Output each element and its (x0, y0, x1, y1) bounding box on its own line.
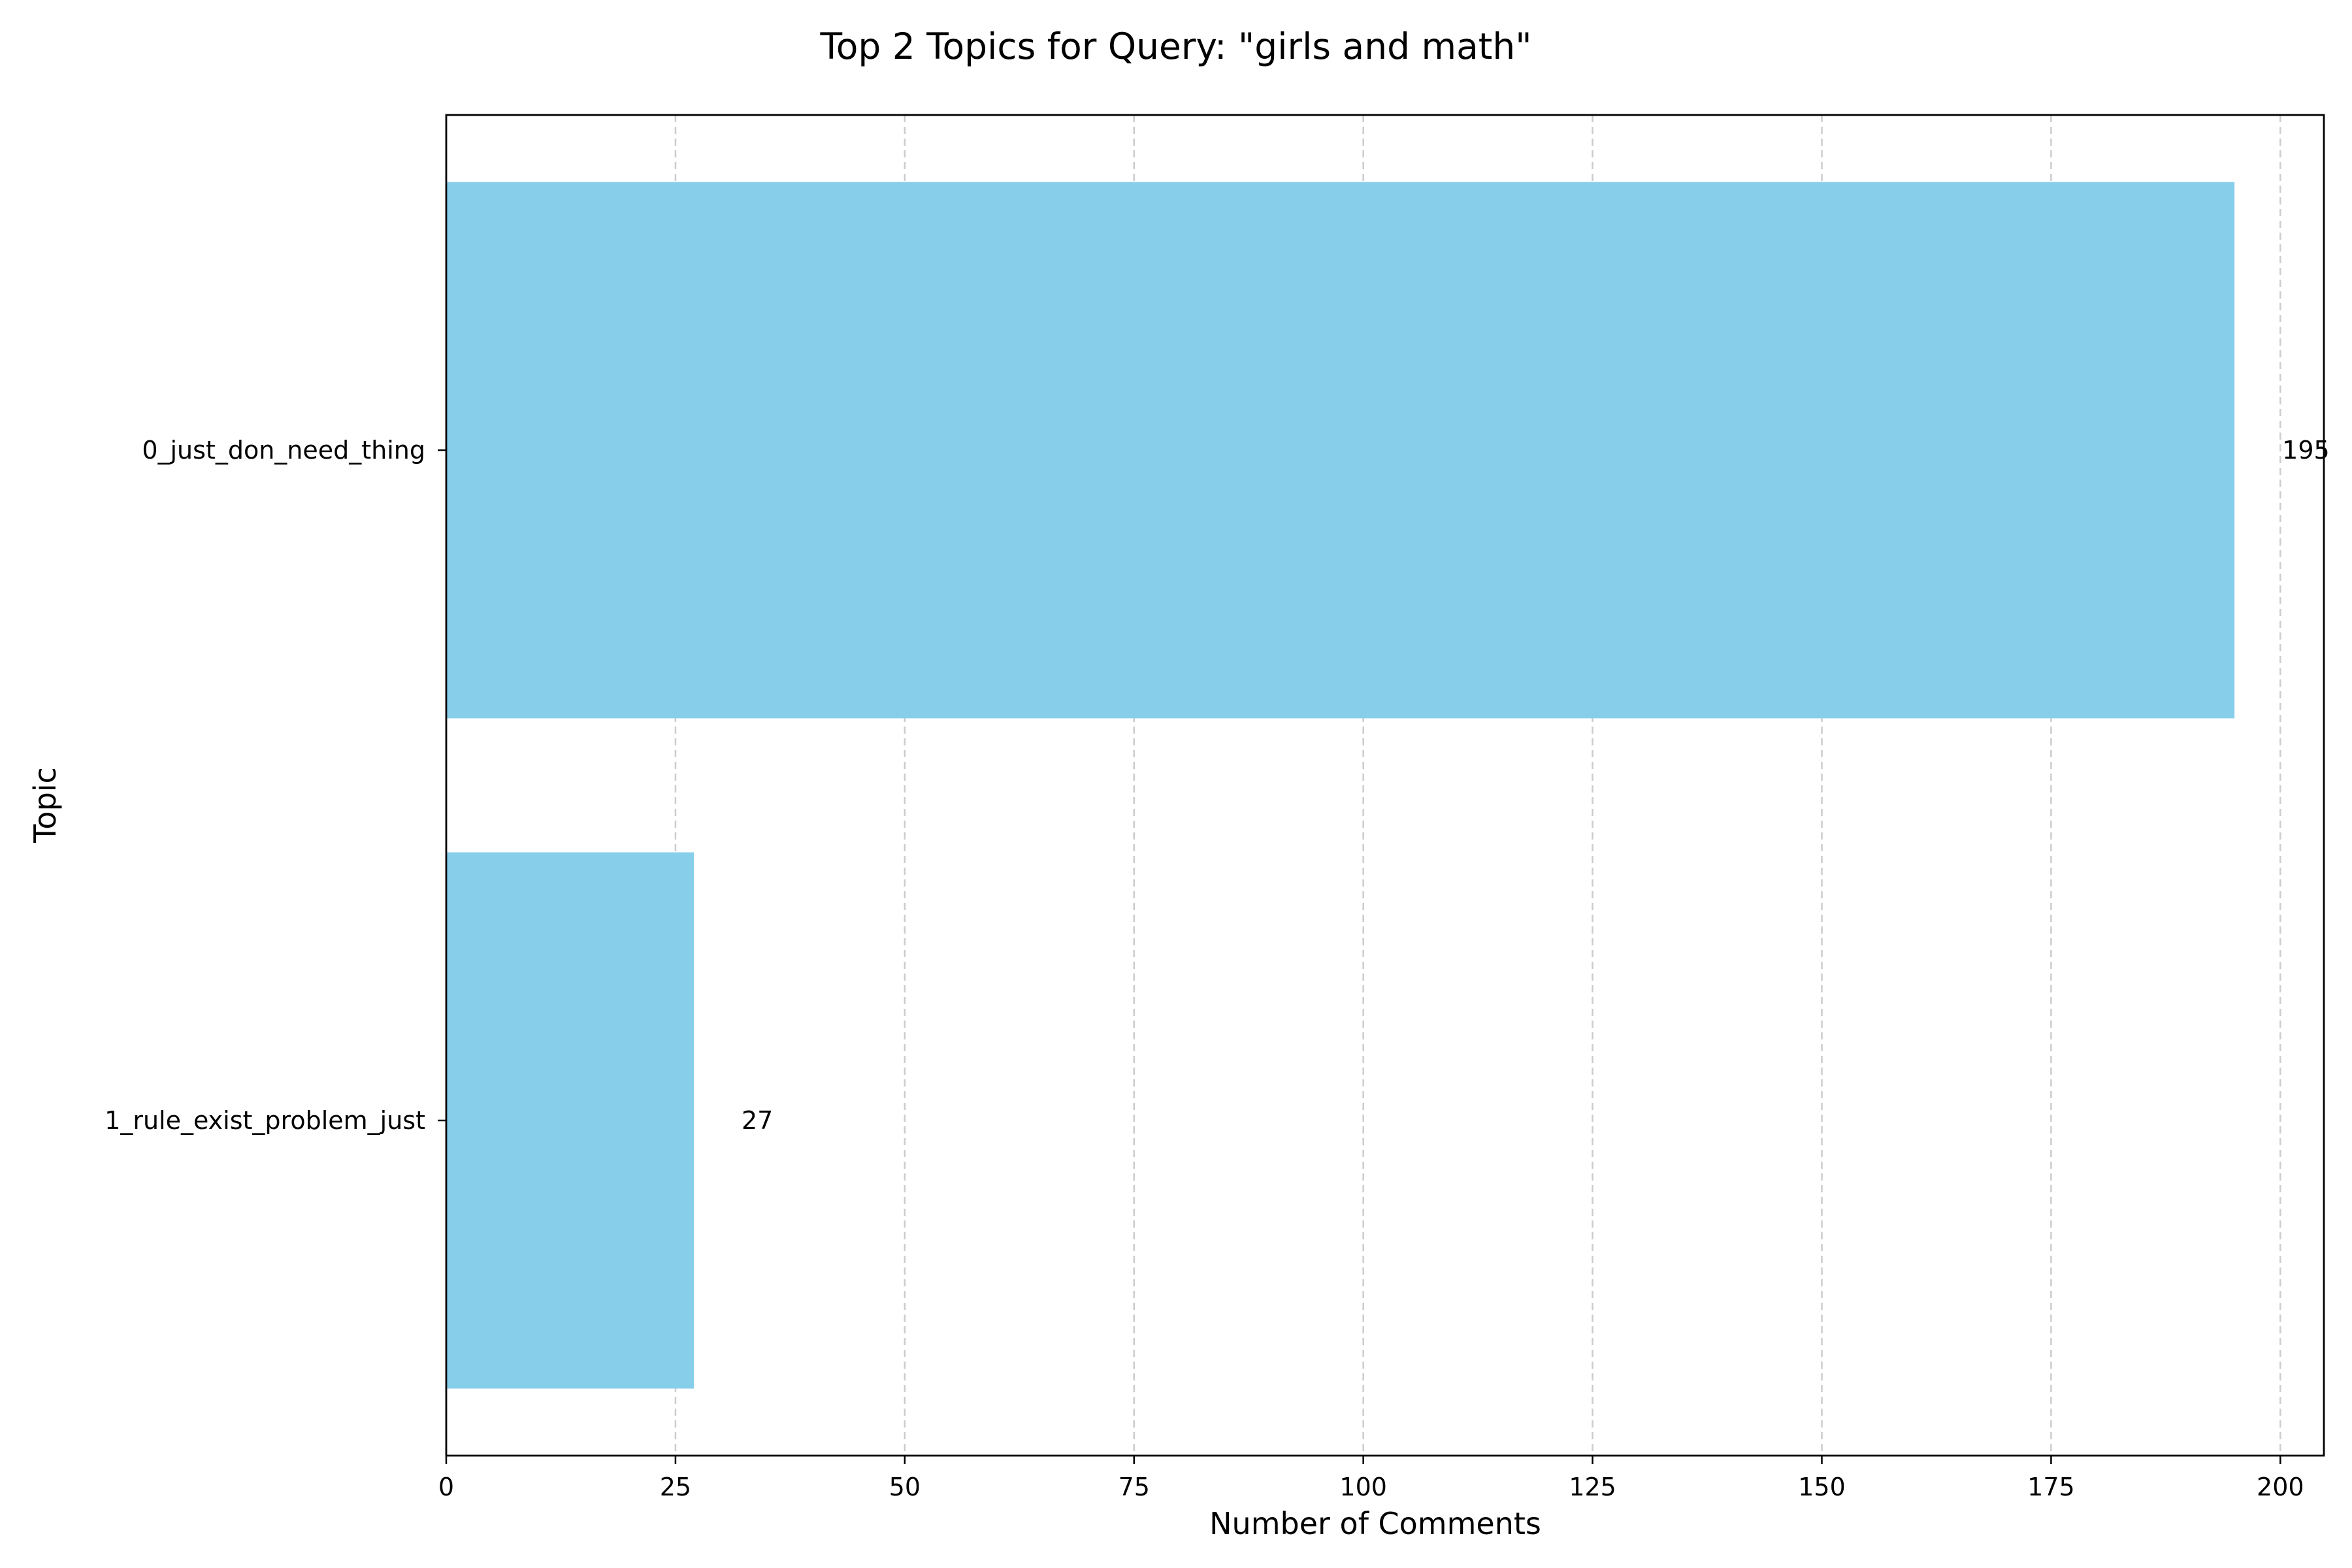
x-tick-label-0: 0 (438, 1473, 454, 1501)
bar-value-label-0: 195 (2282, 436, 2330, 465)
label-layer: 195 0_just_don_need_thing 27 1_rule_exist_p… (105, 436, 2330, 1501)
y-tick-label-1: 1_rule_exist_problem_just (105, 1106, 425, 1135)
bar-value-label-1: 27 (742, 1106, 773, 1135)
chart-title: Top 2 Topics for Query: "girls and math" (820, 25, 1532, 67)
y-tick-label-0: 0_just_don_need_thing (142, 436, 425, 465)
axis-layer (438, 114, 2325, 1464)
bar-layer (446, 182, 2235, 1389)
y-axis-label: Topic (27, 767, 63, 843)
x-tick-label-75: 75 (1119, 1473, 1150, 1501)
x-tick-label-150: 150 (1798, 1473, 1846, 1501)
x-tick-label-175: 175 (2027, 1473, 2075, 1501)
bar-0 (446, 182, 2235, 719)
bar-1 (446, 852, 694, 1389)
x-tick-label-50: 50 (889, 1473, 921, 1501)
x-tick-label-25: 25 (660, 1473, 691, 1501)
x-axis-label: Number of Comments (1209, 1506, 1541, 1541)
plot-frame (445, 114, 2325, 1457)
x-tick-label-200: 200 (2257, 1473, 2304, 1501)
x-tick-label-125: 125 (1569, 1473, 1616, 1501)
x-tick-label-100: 100 (1339, 1473, 1387, 1501)
